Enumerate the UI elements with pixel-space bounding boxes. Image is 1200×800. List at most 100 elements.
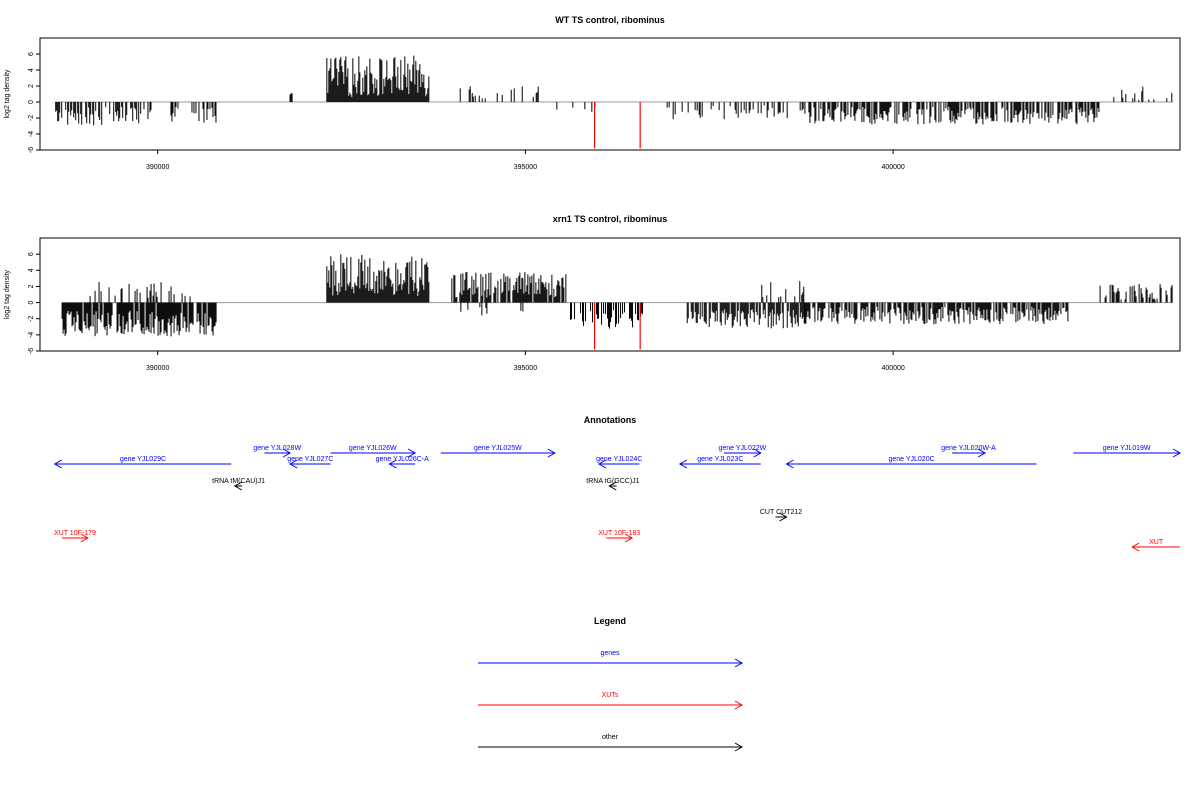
wt-coverage-panel: WT TS control, ribominus -6 -4 -2 0 2 4 6 log2 t…: [4, 15, 1181, 171]
feature-label: gene YJL029C: [120, 456, 166, 463]
arrow-head: [407, 448, 417, 458]
arrow-head: [734, 742, 744, 752]
arrow-head: [597, 459, 607, 469]
feature-gene: gene YJL020C: [785, 456, 1037, 469]
feature-gene: gene YJL027C: [287, 456, 333, 469]
legend-label: XUTs: [602, 692, 619, 699]
x-axis: 390000 395000 400000: [146, 150, 905, 171]
legend-panel: Legend genes XUTs other: [478, 616, 744, 752]
feature-gene: gene YJL024C: [596, 456, 642, 469]
feature-label: gene YJL020W-A: [941, 445, 996, 452]
arrow-head: [1131, 542, 1140, 552]
x-axis: 390000 395000 400000: [146, 351, 905, 372]
feature-xut: XUT 10F-179: [54, 530, 96, 543]
feature-gene: gene YJL019W: [1073, 445, 1182, 458]
feature-gene: gene YJL029C: [53, 456, 232, 469]
y-tick-label: 4: [28, 68, 35, 72]
y-tick-label: 4: [28, 268, 35, 272]
arrow-head: [233, 481, 243, 491]
y-tick-label: 6: [28, 52, 35, 56]
y-axis-label: log2 tag density: [4, 269, 11, 319]
feature-label: gene YJL019W: [1103, 445, 1151, 452]
feature-gene: gene YJL028W: [253, 445, 301, 458]
feature-gene: gene YJL026C-A: [376, 456, 430, 469]
feature-gene: gene YJL026W: [330, 445, 417, 458]
bars: [55, 55, 1173, 149]
arrow-head: [678, 459, 688, 469]
feature-other: tRNA tM(CAU)J1: [212, 478, 265, 491]
xrn1-coverage-panel: xrn1 TS control, ribominus -6 -4 -2 0 2 4 6 log2…: [4, 214, 1181, 372]
x-tick-label: 395000: [514, 164, 537, 171]
feature-label: XUT 10F-179: [54, 530, 96, 537]
annotations-panel: Annotations gene YJL029C gene YJL028W gene…: [53, 415, 1182, 552]
feature-label: gene YJL028W: [253, 445, 301, 452]
x-tick-label: 395000: [514, 365, 537, 372]
arrow-head: [734, 658, 744, 668]
legend-label: genes: [600, 650, 620, 657]
x-tick-label: 400000: [881, 365, 904, 372]
y-tick-label: 2: [28, 284, 35, 288]
feature-label: XUT: [1149, 539, 1164, 546]
y-axis: -6 -4 -2 0 2 4 6 log2 tag density: [4, 52, 40, 153]
feature-label: gene YJL027C: [287, 456, 333, 463]
feature-gene: gene YJL023C: [678, 456, 761, 469]
arrow-head: [608, 481, 617, 491]
legend-item: XUTs: [478, 692, 744, 710]
y-tick-label: -2: [28, 316, 35, 322]
feature-other: CUT CUT212: [760, 509, 802, 522]
feature-label: gene YJL020C: [888, 456, 934, 463]
arrow-head: [80, 533, 89, 543]
feature-label: gene YJL022W: [719, 445, 767, 452]
feature-label: gene YJL026W: [349, 445, 397, 452]
feature-label: gene YJL023C: [697, 456, 743, 463]
arrow-head: [624, 533, 634, 543]
y-tick-label: 6: [28, 252, 35, 256]
legend-item: other: [478, 734, 744, 752]
legend-label: other: [602, 734, 619, 741]
arrow-head: [53, 459, 62, 469]
feature-label: CUT CUT212: [760, 509, 802, 516]
y-tick-label: -2: [28, 115, 35, 121]
feature-label: gene YJL025W: [474, 445, 522, 452]
arrow-head: [753, 448, 762, 458]
legend-title: Legend: [594, 616, 626, 626]
feature-gene: gene YJL020W-A: [941, 445, 996, 458]
arrow-head: [977, 448, 987, 458]
annotations-title: Annotations: [584, 415, 637, 425]
panel-title: WT TS control, ribominus: [555, 15, 665, 25]
feature-label: gene YJL024C: [596, 456, 642, 463]
arrow-head: [388, 459, 397, 469]
plot-frame: [39, 237, 1181, 352]
arrow-head: [547, 448, 556, 458]
feature-xut: XUT: [1131, 539, 1180, 552]
arrow-head: [734, 700, 744, 710]
feature-gene: gene YJL022W: [719, 445, 767, 458]
y-tick-label: 0: [28, 301, 35, 305]
y-tick-label: -6: [28, 147, 35, 153]
arrow-head: [779, 512, 788, 522]
arrow-head: [289, 459, 298, 469]
plot-frame: [39, 37, 1181, 151]
y-tick-label: -4: [28, 131, 35, 137]
feature-label: tRNA tM(CAU)J1: [212, 478, 265, 485]
feature-other: tRNA tG(GCC)J1: [586, 478, 640, 491]
feature-label: gene YJL026C-A: [376, 456, 430, 463]
y-tick-label: 2: [28, 84, 35, 88]
y-tick-label: 0: [28, 100, 35, 104]
y-axis-label: log2 tag density: [4, 69, 11, 119]
y-tick-label: -4: [28, 332, 35, 338]
panel-title: xrn1 TS control, ribominus: [553, 214, 668, 224]
feature-gene: gene YJL025W: [440, 445, 556, 458]
feature-xut: XUT 10F-183: [598, 530, 640, 543]
feature-label: tRNA tG(GCC)J1: [586, 478, 639, 485]
y-axis: -6 -4 -2 0 2 4 6 log2 tag density: [4, 252, 40, 354]
arrow-head: [785, 459, 794, 469]
bars: [61, 254, 1173, 350]
x-tick-label: 390000: [146, 365, 169, 372]
y-tick-label: -6: [28, 348, 35, 354]
arrow-head: [1172, 448, 1182, 458]
legend-item: genes: [478, 650, 744, 668]
arrow-head: [282, 448, 292, 458]
x-tick-label: 400000: [881, 164, 904, 171]
